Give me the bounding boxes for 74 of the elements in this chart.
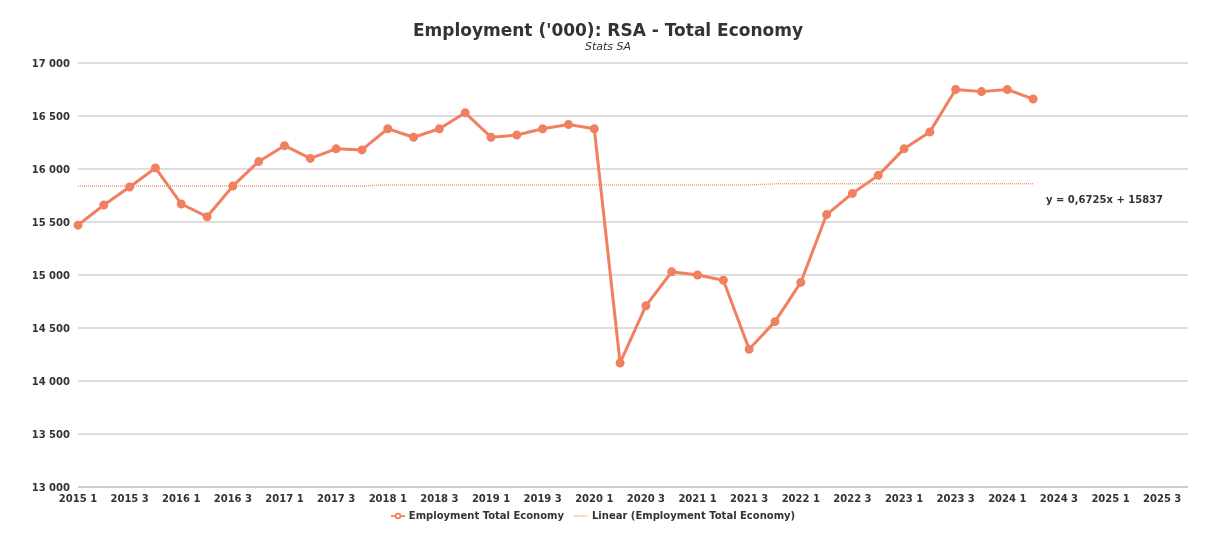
point: [383, 124, 393, 134]
x-tick-label: 2024 3: [1039, 493, 1079, 505]
point: [176, 199, 186, 209]
point: [563, 119, 573, 129]
x-tick-label: 2019 3: [523, 493, 562, 505]
point: [615, 358, 625, 368]
y-tick-label: 14 000: [31, 375, 71, 387]
point: [822, 210, 832, 220]
point: [667, 267, 677, 277]
x-tick-label: 2020 3: [626, 493, 666, 505]
point: [280, 141, 290, 151]
point: [254, 157, 264, 167]
point: [744, 344, 754, 354]
y-tick-label: 17 000: [31, 57, 71, 69]
point: [460, 108, 470, 118]
annotation: y = 0,6725x + 15837: [1046, 194, 1164, 205]
point: [331, 144, 341, 154]
point: [718, 275, 728, 285]
x-tick-label: 2017 1: [265, 493, 304, 505]
point: [228, 181, 238, 191]
x-tick-label: 2016 3: [213, 493, 253, 505]
x-tick-label: 2018 1: [368, 493, 407, 505]
y-tick-label: 16 000: [31, 163, 71, 175]
x-tick-label: 2017 3: [317, 493, 356, 505]
point: [434, 124, 444, 134]
y-tick-label: 13 500: [31, 428, 71, 440]
point: [409, 132, 419, 142]
point: [693, 270, 703, 280]
y-tick-label: 15 500: [31, 216, 71, 228]
x-tick-label: 2022 1: [781, 493, 820, 505]
x-tick-label: 2023 3: [936, 493, 975, 505]
x-tick-label: 2022 3: [833, 493, 872, 505]
point: [1002, 85, 1012, 94]
x-tick-label: 2024 1: [988, 493, 1027, 505]
point: [305, 153, 315, 163]
point: [357, 145, 367, 155]
point: [925, 127, 935, 137]
point: [486, 132, 496, 142]
point: [951, 85, 961, 94]
point: [125, 182, 135, 192]
point: [847, 188, 857, 198]
point: [770, 317, 780, 327]
chart-subtitle: Stats SA: [583, 40, 633, 53]
x-tick-label: 2019 1: [471, 493, 511, 505]
x-tick-label: 2021 1: [678, 493, 717, 505]
point: [796, 277, 806, 287]
x-tick-label: 2020 1: [575, 493, 614, 505]
point: [1028, 94, 1038, 104]
point: [976, 87, 986, 97]
y-tick-label: 13 000: [31, 481, 71, 493]
point: [73, 220, 83, 230]
point: [899, 144, 909, 154]
point: [512, 130, 522, 140]
y-tick-label: 14 500: [31, 322, 71, 334]
point: [99, 200, 109, 210]
x-tick-label: 2025 3: [1143, 493, 1182, 505]
x-tick-label: 2023 1: [884, 493, 924, 505]
point: [641, 301, 651, 311]
x-tick-label: 2018 3: [420, 493, 459, 505]
point: [202, 212, 212, 222]
point: [873, 170, 883, 180]
y-tick-label: 16 500: [31, 110, 71, 122]
x-tick-label: 2015 1: [58, 493, 98, 505]
x-tick-label: 2016 1: [162, 493, 201, 505]
x-tick-label: 2021 3: [730, 493, 769, 505]
point: [589, 124, 599, 134]
y-tick-label: 15 000: [31, 269, 71, 281]
chart-title: Employment ('000): RSA - Total Economy: [411, 19, 805, 40]
point: [538, 124, 548, 134]
x-tick-label: 2015 3: [110, 493, 149, 505]
legend-label: Linear (Employment Total Economy): [592, 510, 796, 521]
legend-label: Employment Total Economy: [408, 510, 564, 521]
point: [150, 163, 160, 173]
x-tick-label: 2025 1: [1091, 493, 1130, 505]
